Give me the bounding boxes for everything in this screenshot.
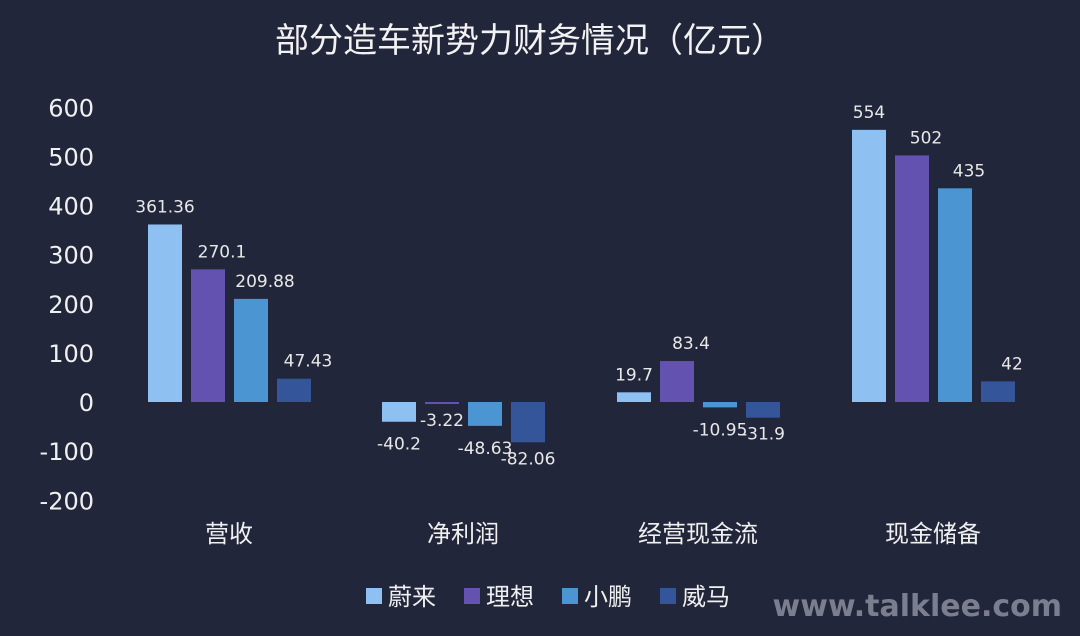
data-label: 270.1 [198,242,247,262]
bar-小鹏 [938,188,972,402]
bar-蔚来 [382,402,416,422]
watermark: www.talklee.com [773,589,1062,624]
bar-威马 [277,378,311,402]
data-label: -48.63 [458,439,513,459]
legend-swatch [366,588,382,604]
category-label: 净利润 [427,520,499,548]
data-label: 42 [1001,354,1023,374]
category-label: 营收 [205,520,253,548]
y-tick-label: 300 [48,242,94,270]
bar-蔚来 [148,224,182,402]
legend-item[interactable]: 理想 [486,583,534,611]
y-tick-label: -200 [40,487,94,515]
y-tick-label: 500 [48,143,94,171]
category-label: 经营现金流 [638,520,758,548]
legend-item[interactable]: 小鹏 [584,583,632,611]
y-tick-label: 0 [79,389,94,417]
data-label: -82.06 [501,449,556,469]
data-label: -3.22 [420,411,464,431]
bar-理想 [425,402,459,404]
bar-小鹏 [234,298,268,402]
legend-item[interactable]: 蔚来 [388,583,436,611]
data-label: 554 [853,103,885,123]
data-label: 502 [910,128,942,148]
bar-理想 [895,155,929,402]
y-axis: 600 500 400 300 200 100 0 -100 -200 [40,94,94,515]
legend-item[interactable]: 威马 [682,583,730,611]
category-label: 现金储备 [885,520,981,548]
data-label: 209.88 [235,272,294,292]
bar-小鹏 [468,402,502,426]
legend-swatch [562,588,578,604]
data-label: -40.2 [377,435,421,455]
bar-小鹏 [703,402,737,408]
data-label: -10.95 [693,420,748,440]
bar-威马 [511,402,545,443]
bar-理想 [660,361,694,402]
data-label: 435 [953,161,985,181]
legend-swatch [660,588,676,604]
data-label: 47.43 [284,352,333,372]
chart-title: 部分造车新势力财务情况（亿元） [275,21,785,61]
data-label: 361.36 [135,197,194,217]
y-tick-label: 100 [48,340,94,368]
bars: 361.36 270.1 209.88 47.43 -40.2 -3.22 -48.63-8… [135,103,1023,469]
y-tick-label: 600 [48,94,94,122]
bar-理想 [191,269,225,402]
bar-威马 [981,381,1015,402]
data-label: -31.9 [741,425,785,445]
y-tick-label: 400 [48,193,94,221]
data-label: 83.4 [672,334,710,354]
legend-swatch [464,588,480,604]
bar-蔚来 [617,392,651,402]
x-axis: 营收 净利润 经营现金流 现金储备 [205,520,981,548]
bar-威马 [746,402,780,418]
data-label: 19.7 [615,365,653,385]
legend: 蔚来 理想 小鹏 威马 [366,583,730,611]
y-tick-label: 200 [48,291,94,319]
y-tick-label: -100 [40,438,94,466]
bar-蔚来 [852,129,886,402]
